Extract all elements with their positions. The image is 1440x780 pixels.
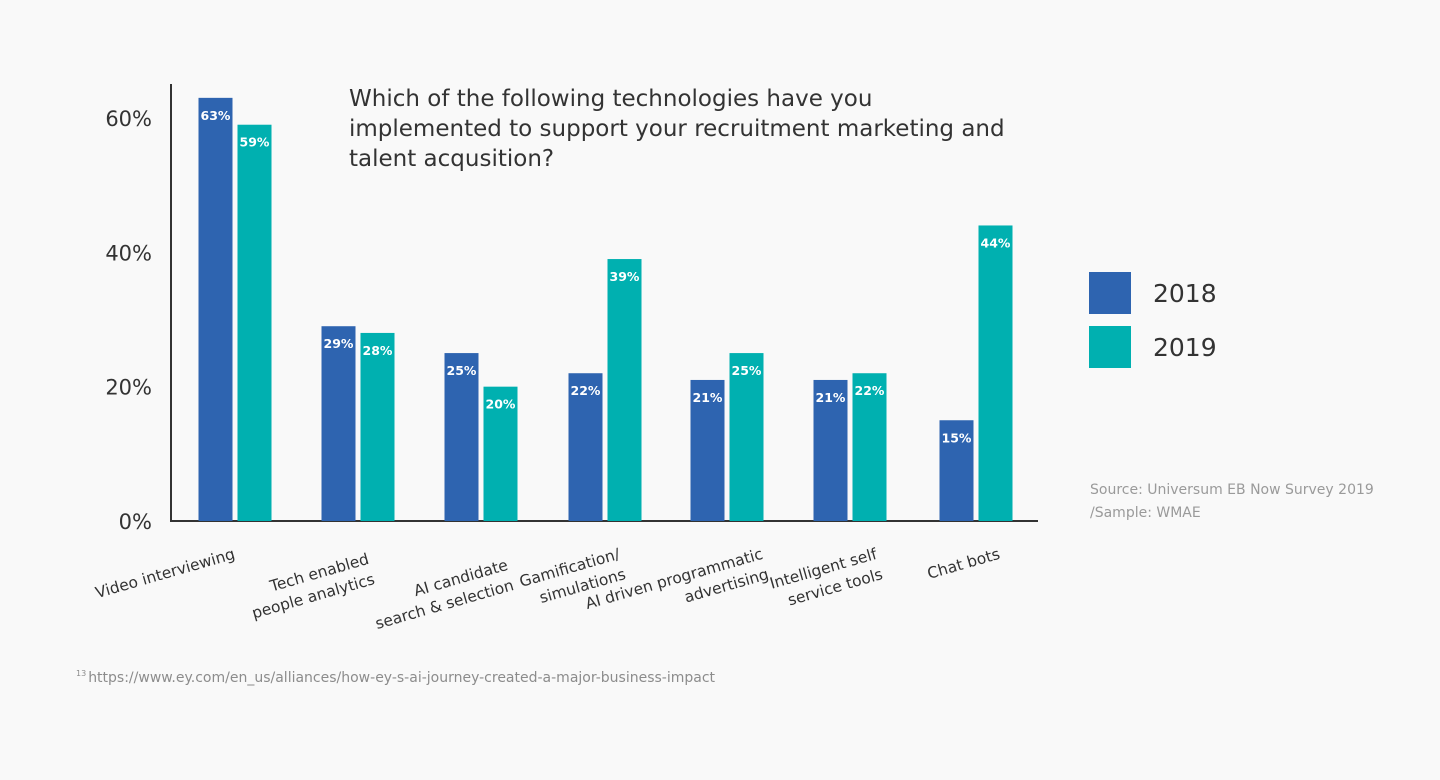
legend-item-2019: 2019 [1089,326,1217,368]
data-label: 25% [732,363,762,378]
y-tick-label: 20% [105,376,152,400]
bar-2019-4 [729,353,764,521]
x-tick-label-group: Chat bots [925,545,1002,583]
data-label: 28% [363,343,393,358]
bar-2018-0 [198,97,233,521]
source-line-2: /Sample: WMAE [1090,505,1201,521]
footnote: 13 https://www.ey.com/en_us/alliances/how… [76,669,715,686]
bar-2018-4 [690,379,725,521]
bar-2018-6 [939,420,974,521]
legend-label-2019: 2019 [1153,332,1217,362]
data-label: 25% [447,363,477,378]
bar-2019-1 [360,332,395,521]
data-label: 59% [240,135,270,150]
data-label: 15% [942,430,972,445]
bar-2018-2 [444,353,479,521]
footnote-url: https://www.ey.com/en_us/alliances/how-e… [88,670,716,686]
data-label: 21% [816,390,846,405]
data-label: 29% [324,336,354,351]
legend-swatch-2019 [1089,326,1131,368]
source-note: Source: Universum EB Now Survey 2019 /Sa… [1090,479,1374,525]
data-label: 39% [610,269,640,284]
legend-item-2018: 2018 [1089,272,1217,314]
data-label: 21% [693,390,723,405]
data-label: 22% [855,383,885,398]
data-label: 44% [981,235,1011,250]
source-line-1: Source: Universum EB Now Survey 2019 [1090,482,1374,498]
footnote-number: 13 [76,669,87,678]
bar-2018-1 [321,326,356,521]
data-label: 20% [486,397,516,412]
bar-2018-3 [568,373,603,521]
chart-title: Which of the following technologies have… [349,86,1005,172]
bar-2018-5 [813,379,848,521]
legend-label-2018: 2018 [1153,278,1217,308]
x-tick-label-group: Video interviewing [93,545,237,602]
y-tick-label: 0% [119,510,152,534]
bar-2019-3 [607,259,642,521]
legend-swatch-2018 [1089,272,1131,314]
bar-2019-5 [852,373,887,521]
y-tick-label: 40% [105,241,152,265]
y-tick-label: 60% [105,107,152,131]
data-label: 22% [571,383,601,398]
bar-2019-0 [237,124,272,521]
data-label: 63% [201,108,231,123]
bar-2019-6 [978,225,1013,521]
x-tick-label: Chat bots [925,545,1002,583]
bar-2019-2 [483,386,518,521]
legend: 2018 2019 [1089,272,1217,380]
x-tick-label: Video interviewing [93,545,237,602]
